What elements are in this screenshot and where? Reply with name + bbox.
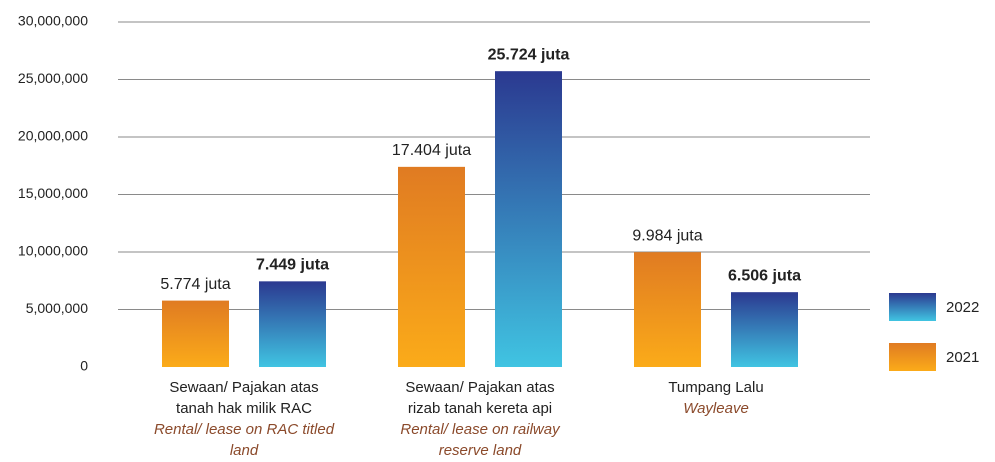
bar: [634, 252, 701, 367]
y-tick-label: 15,000,000: [18, 185, 88, 201]
bar: [731, 292, 798, 367]
bar: [162, 300, 229, 367]
legend-label: 2022: [946, 299, 979, 316]
category-translation: land: [230, 442, 259, 459]
category-label: Sewaan/ Pajakan atas: [169, 379, 318, 396]
bar: [495, 71, 562, 367]
value-label: 5.774 juta: [160, 276, 230, 293]
y-tick-label: 5,000,000: [26, 300, 88, 316]
value-label: 6.506 juta: [728, 267, 801, 284]
bar: [259, 281, 326, 367]
category-translation: Rental/ lease on railway: [400, 421, 561, 438]
y-tick-label: 10,000,000: [18, 243, 88, 259]
value-label: 25.724 juta: [488, 46, 570, 63]
category-translation: Rental/ lease on RAC titled: [154, 421, 335, 438]
y-tick-label: 25,000,000: [18, 70, 88, 86]
value-label: 17.404 juta: [392, 142, 471, 159]
category-label: rizab tanah kereta api: [408, 400, 552, 417]
y-tick-label: 30,000,000: [18, 13, 88, 29]
bar: [398, 166, 465, 367]
legend-label: 2021: [946, 349, 979, 366]
category-translation: reserve land: [439, 442, 522, 459]
y-tick-label: 0: [80, 358, 88, 374]
y-tick-label: 20,000,000: [18, 128, 88, 144]
legend-swatch: [889, 293, 936, 321]
category-label: Tumpang Lalu: [668, 379, 763, 396]
value-label: 7.449 juta: [256, 257, 329, 274]
category-label: tanah hak milik RAC: [176, 400, 312, 417]
category-label: Sewaan/ Pajakan atas: [405, 379, 554, 396]
value-label: 9.984 juta: [632, 227, 702, 244]
legend-swatch: [889, 343, 936, 371]
category-translation: Wayleave: [683, 400, 749, 417]
